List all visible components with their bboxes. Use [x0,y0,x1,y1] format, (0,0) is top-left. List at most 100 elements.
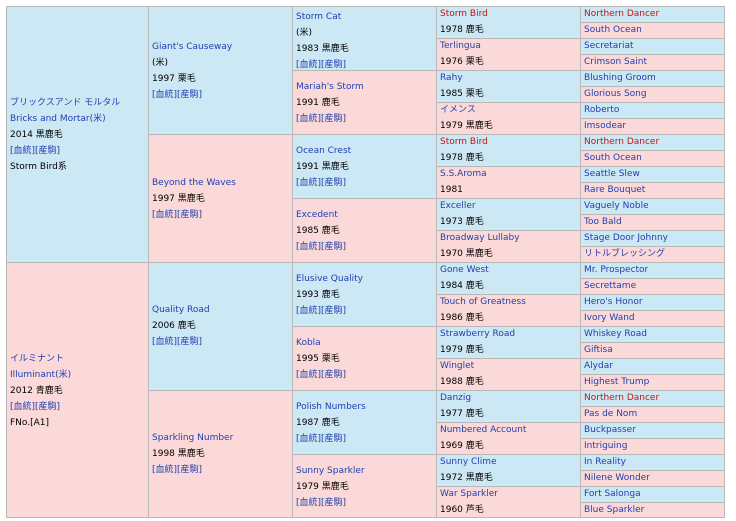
gen3-name[interactable]: Excedent [296,210,338,220]
gen3-progeny-link[interactable]: [産駒] [321,60,347,70]
gen2-name[interactable]: Sparkling Number [152,433,234,443]
gen3-progeny-link[interactable]: [産駒] [321,306,347,316]
gen3-pedigree-link[interactable]: [血統] [296,370,322,380]
sire-name-jp[interactable]: ブリックスアンド モルタル [10,98,121,108]
gen3-name[interactable]: Kobla [296,338,321,348]
gen5-name[interactable]: Alydar [584,361,613,371]
gen4-name[interactable]: Terlingua [440,41,481,51]
gen3-progeny-link[interactable]: [産駒] [321,434,347,444]
gen5-name[interactable]: Buckpasser [584,425,636,435]
gen3-pedigree-link[interactable]: [血統] [296,60,322,70]
gen3-pedigree-link[interactable]: [血統] [296,178,322,188]
gen4-name[interactable]: Exceller [440,201,476,211]
gen5-name[interactable]: Northern Dancer [584,137,660,147]
gen5-name[interactable]: Ivory Wand [584,313,635,323]
gen5-name[interactable]: South Ocean [584,25,642,35]
gen2-progeny-link[interactable]: [産駒] [177,210,203,220]
gen5-name[interactable]: In Reality [584,457,626,467]
gen5-name[interactable]: Fort Salonga [584,489,641,499]
dam-cell: イルミナント Illuminant(米) 2012 青鹿毛 [血統][産駒] F… [6,262,149,518]
gen5-name[interactable]: Intriguing [584,441,628,451]
dam-pedigree-link[interactable]: [血統] [10,402,36,412]
gen5-name[interactable]: Nilene Wonder [584,473,650,483]
gen3-progeny-link[interactable]: [産駒] [321,242,347,252]
gen2-pedigree-link[interactable]: [血統] [152,90,178,100]
gen5-name[interactable]: Northern Dancer [584,9,660,19]
gen3-progeny-link[interactable]: [産駒] [321,114,347,124]
gen4-name[interactable]: Danzig [440,393,472,403]
gen2-progeny-link[interactable]: [産駒] [177,337,203,347]
sire-info: 2014 黒鹿毛 [10,130,63,140]
gen5-name[interactable]: Highest Trump [584,377,650,387]
gen4-name[interactable]: Sunny Clime [440,457,497,467]
gen3-progeny-link[interactable]: [産駒] [321,178,347,188]
gen4-name[interactable]: Strawberry Road [440,329,516,339]
gen5-name[interactable]: Rare Bouquet [584,185,646,195]
gen2-name[interactable]: Quality Road [152,305,210,315]
gen2-name[interactable]: Beyond the Waves [152,178,236,188]
gen4-name[interactable]: Storm Bird [440,137,488,147]
gen4-name[interactable]: Storm Bird [440,9,488,19]
gen5-name[interactable]: Whiskey Road [584,329,647,339]
gen5-name[interactable]: Giftisa [584,345,613,355]
gen5-name[interactable]: Roberto [584,105,620,115]
gen3-cell: Polish Numbers 1987 鹿毛 [血統][産駒] [292,390,437,455]
gen3-pedigree-link[interactable]: [血統] [296,306,322,316]
gen3-info: 1993 鹿毛 [296,290,340,300]
gen5-cell: Blushing Groom [580,70,725,87]
gen3-pedigree-link[interactable]: [血統] [296,242,322,252]
gen5-name[interactable]: Blushing Groom [584,73,656,83]
gen4-name[interactable]: Rahy [440,73,463,83]
gen5-name[interactable]: Secretariat [584,41,634,51]
dam-name-en[interactable]: Illuminant(米) [10,370,72,380]
gen3-pedigree-link[interactable]: [血統] [296,114,322,124]
gen2-pedigree-link[interactable]: [血統] [152,337,178,347]
gen3-progeny-link[interactable]: [産駒] [321,370,347,380]
gen5-name[interactable]: Northern Dancer [584,393,660,403]
gen4-name[interactable]: Touch of Greatness [440,297,526,307]
gen5-name[interactable]: リトルブレッシング [584,249,666,259]
gen4-info: 1972 黒鹿毛 [440,473,493,483]
sire-pedigree-link[interactable]: [血統] [10,146,36,156]
gen3-pedigree-link[interactable]: [血統] [296,434,322,444]
sire-progeny-link[interactable]: [産駒] [35,146,61,156]
gen5-name[interactable]: South Ocean [584,153,642,163]
gen5-name[interactable]: Vaguely Noble [584,201,649,211]
gen4-name[interactable]: S.S.Aroma [440,169,487,179]
gen3-progeny-link[interactable]: [産駒] [321,498,347,508]
gen3-info: 1991 黒鹿毛 [296,162,349,172]
gen5-name[interactable]: Blue Sparkler [584,505,645,515]
gen3-name[interactable]: Elusive Quality [296,274,363,284]
gen2-progeny-link[interactable]: [産駒] [177,465,203,475]
gen5-name[interactable]: Imsodear [584,121,627,131]
gen5-name[interactable]: Glorious Song [584,89,647,99]
gen5-name[interactable]: Seattle Slew [584,169,640,179]
gen5-name[interactable]: Secrettame [584,281,637,291]
gen4-name[interactable]: Gone West [440,265,489,275]
gen5-name[interactable]: Pas de Nom [584,409,638,419]
gen3-name[interactable]: Polish Numbers [296,402,366,412]
gen2-name[interactable]: Giant's Causeway [152,42,233,52]
gen3-name[interactable]: Storm Cat [296,12,342,22]
gen2-progeny-link[interactable]: [産駒] [177,90,203,100]
gen3-name[interactable]: Mariah's Storm [296,82,364,92]
gen3-name[interactable]: Sunny Sparkler [296,466,365,476]
gen4-name[interactable]: Winglet [440,361,475,371]
gen4-name[interactable]: Numbered Account [440,425,527,435]
sire-name-en[interactable]: Bricks and Mortar(米) [10,114,106,124]
gen5-name[interactable]: Hero's Honor [584,297,643,307]
gen2-pedigree-link[interactable]: [血統] [152,210,178,220]
dam-progeny-link[interactable]: [産駒] [35,402,61,412]
gen4-name[interactable]: War Sparkler [440,489,498,499]
gen4-name[interactable]: イメンス [440,105,476,115]
gen2-pedigree-link[interactable]: [血統] [152,465,178,475]
gen3-name[interactable]: Ocean Crest [296,146,352,156]
gen4-name[interactable]: Broadway Lullaby [440,233,520,243]
gen3-pedigree-link[interactable]: [血統] [296,498,322,508]
gen5-name[interactable]: Crimson Saint [584,57,647,67]
gen5-name[interactable]: Mr. Prospector [584,265,649,275]
gen5-name[interactable]: Stage Door Johnny [584,233,668,243]
dam-name-jp[interactable]: イルミナント [10,354,65,364]
gen5-name[interactable]: Too Bald [584,217,622,227]
gen4-info: 1973 鹿毛 [440,217,484,227]
